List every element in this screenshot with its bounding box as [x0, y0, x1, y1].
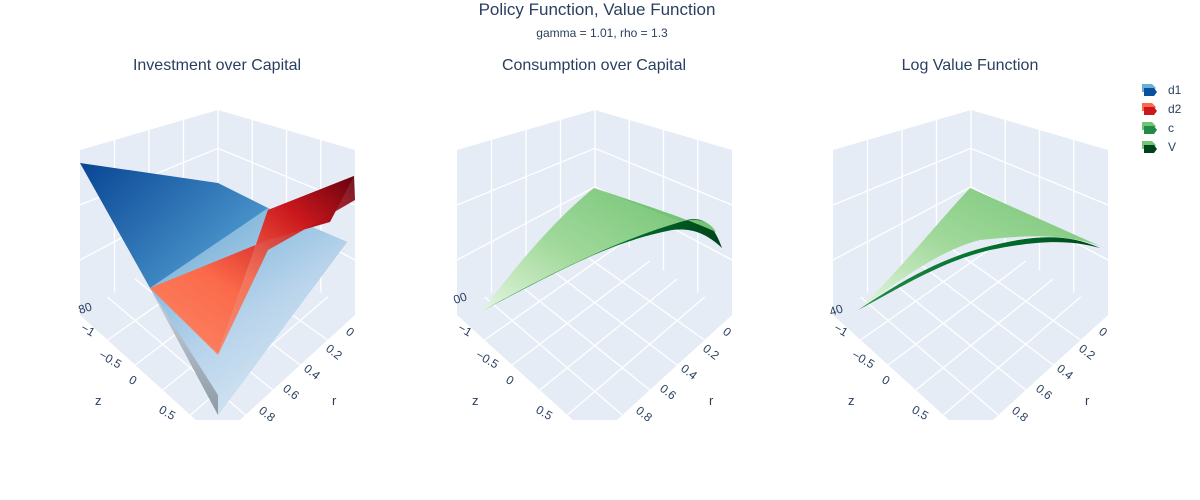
- legend-swatch-v: [1142, 141, 1157, 153]
- grid-line: [456, 147, 596, 206]
- grid-line: [887, 278, 1027, 391]
- panel-title-consumption: Consumption over Capital: [502, 57, 686, 74]
- grid-line: [887, 260, 1027, 366]
- z-tick: 0: [504, 372, 517, 388]
- panel-title-investment: Investment over Capital: [133, 57, 301, 74]
- surface-c: [482, 188, 722, 311]
- grid-line: [832, 186, 972, 261]
- r-tick: 0.4: [301, 361, 323, 383]
- grid-line: [860, 296, 999, 416]
- grid-line: [566, 296, 706, 416]
- z-tick: 0.5: [534, 402, 556, 423]
- r-tick: 0.2: [1076, 341, 1098, 363]
- grid-line: [456, 186, 596, 261]
- grid-line: [942, 296, 1082, 416]
- z-axis-title: z: [95, 393, 102, 408]
- z-tick: −1: [79, 320, 98, 339]
- grid-line: [484, 296, 623, 416]
- r-tick: 0.2: [323, 341, 345, 363]
- r-tick: 0.8: [633, 403, 655, 425]
- legend-swatch-d1: [1142, 84, 1157, 96]
- r-tick: 0.4: [1054, 361, 1076, 383]
- legend-item-d2[interactable]: d2: [1142, 102, 1182, 116]
- surface-d2: [86, 176, 355, 355]
- panel-title-log-value: Log Value Function: [902, 57, 1039, 74]
- r-tick: 0.8: [256, 403, 278, 425]
- legend-item-d1[interactable]: d1: [1142, 83, 1182, 97]
- legend: d1 d2 c V: [1142, 83, 1182, 154]
- grid-line: [860, 242, 999, 341]
- r-tick: 0: [1096, 324, 1110, 339]
- z-tick: 0: [880, 372, 893, 388]
- grid-line: [594, 147, 733, 206]
- surface-v: [858, 188, 1100, 310]
- r-tick: 0.2: [700, 341, 722, 363]
- r-tick: 0.6: [1033, 381, 1055, 403]
- vertical-tick: 40: [828, 301, 845, 319]
- grid-line: [943, 242, 1081, 341]
- legend-label-d2: d2: [1168, 102, 1182, 116]
- grid-line: [832, 147, 972, 206]
- z-tick: 0.5: [910, 402, 932, 423]
- r-axis-title: r: [332, 393, 337, 408]
- z-tick: 0: [127, 372, 140, 388]
- vertical-tick: 80: [77, 299, 94, 317]
- legend-swatch-c: [1142, 122, 1157, 134]
- legend-label-v: V: [1168, 140, 1176, 154]
- grid-line: [915, 260, 1054, 366]
- z-tick: −1: [456, 320, 475, 339]
- figure-title: Policy Function, Value Function: [479, 0, 716, 19]
- r-axis-title: r: [1085, 393, 1090, 408]
- grid-line: [511, 278, 651, 391]
- scene-panes-consumption: [456, 110, 733, 420]
- r-tick: 0.8: [1009, 403, 1031, 425]
- grid-line: [511, 260, 651, 366]
- legend-label-c: c: [1168, 121, 1174, 135]
- r-tick: 0: [343, 324, 357, 339]
- r-tick: 0.6: [280, 381, 302, 403]
- grid-line: [539, 260, 678, 366]
- grid-line: [970, 147, 1109, 206]
- r-tick: 0.6: [657, 381, 679, 403]
- z-axis-title: z: [472, 393, 479, 408]
- grid-line: [484, 242, 623, 341]
- legend-item-c[interactable]: c: [1142, 121, 1174, 135]
- legend-label-d1: d1: [1168, 83, 1182, 97]
- grid-line: [915, 278, 1054, 391]
- legend-item-v[interactable]: V: [1142, 140, 1176, 154]
- legend-swatch-d2: [1142, 103, 1157, 115]
- z-tick: −1: [832, 320, 851, 339]
- r-tick: 0: [720, 324, 734, 339]
- grid-line: [539, 278, 678, 391]
- z-axis-title: z: [848, 393, 855, 408]
- r-axis-title: r: [709, 393, 714, 408]
- z-tick: 0.5: [157, 402, 179, 423]
- vertical-tick: 00: [452, 289, 469, 307]
- grid-line: [567, 242, 705, 341]
- figure-subtitle: gamma = 1.01, rho = 1.3: [536, 26, 668, 40]
- scene-panes-log-value: [832, 110, 1109, 420]
- r-tick: 0.4: [678, 361, 700, 383]
